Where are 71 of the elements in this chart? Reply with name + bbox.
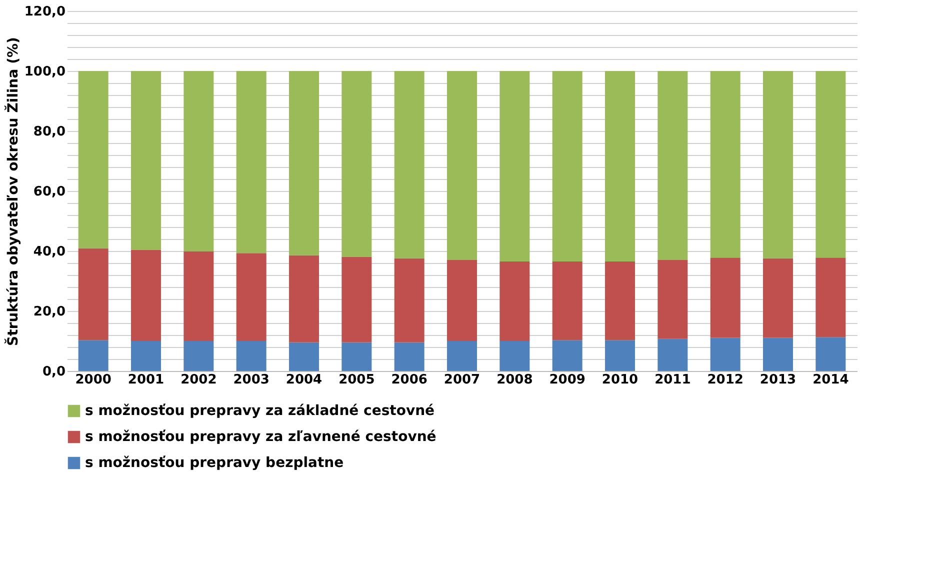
bar xyxy=(605,262,635,340)
bar xyxy=(184,251,214,341)
legend-label: s možnosťou prepravy za zľavnené cestovné xyxy=(85,429,436,445)
x-tick-label: 2000 xyxy=(75,372,112,388)
bar xyxy=(500,71,530,262)
bar xyxy=(236,341,266,371)
y-tick-label: 100,0 xyxy=(24,64,66,80)
bar xyxy=(78,248,108,340)
bar xyxy=(131,250,161,341)
x-tick-label: 2003 xyxy=(233,372,270,388)
bar xyxy=(394,71,424,258)
bar xyxy=(78,71,108,248)
bar xyxy=(816,71,846,258)
bar xyxy=(184,71,214,252)
y-tick-label: 60,0 xyxy=(33,184,66,200)
y-tick-label: 20,0 xyxy=(33,304,66,320)
bar xyxy=(816,337,846,371)
bar xyxy=(289,255,319,342)
bar xyxy=(447,341,477,371)
bar xyxy=(763,258,793,338)
x-tick-label: 2006 xyxy=(391,372,428,388)
y-tick-label: 0,0 xyxy=(42,364,66,380)
bar xyxy=(763,71,793,258)
bar xyxy=(710,71,740,258)
bar xyxy=(447,71,477,260)
y-tick-label: 120,0 xyxy=(24,4,66,20)
x-tick-label: 2009 xyxy=(549,372,586,388)
bar xyxy=(394,342,424,371)
bar xyxy=(289,71,319,256)
bar xyxy=(289,342,319,371)
bar xyxy=(447,260,477,341)
bar xyxy=(500,341,530,371)
bar xyxy=(658,338,688,371)
bar xyxy=(131,71,161,250)
bar xyxy=(605,340,635,371)
x-tick-label: 2012 xyxy=(707,372,744,388)
x-tick-label: 2004 xyxy=(286,372,322,388)
legend-label: s možnosťou prepravy za základné cestovné xyxy=(85,403,435,419)
bar xyxy=(236,71,266,254)
bar xyxy=(605,71,635,262)
y-tick-label: 40,0 xyxy=(33,244,66,260)
bar xyxy=(394,258,424,342)
x-tick-label: 2008 xyxy=(496,372,533,388)
bar xyxy=(552,262,582,340)
x-tick-label: 2002 xyxy=(180,372,217,388)
bar xyxy=(710,258,740,338)
x-tick-label: 2011 xyxy=(654,372,691,388)
bar xyxy=(552,71,582,262)
x-tick-label: 2001 xyxy=(128,372,164,388)
bar xyxy=(500,262,530,341)
x-tick-label: 2014 xyxy=(812,372,849,388)
y-axis-title: Štruktúra obyvateľov okresu Žilina (%) xyxy=(4,37,22,346)
bar xyxy=(763,338,793,371)
bar xyxy=(710,338,740,371)
x-tick-label: 2007 xyxy=(444,372,480,388)
bar xyxy=(236,253,266,341)
bar xyxy=(342,256,372,342)
bar xyxy=(184,341,214,371)
bar xyxy=(342,342,372,371)
bar xyxy=(552,340,582,371)
bar xyxy=(816,258,846,338)
x-tick-label: 2010 xyxy=(602,372,638,388)
x-tick-label: 2005 xyxy=(338,372,375,388)
bar xyxy=(658,260,688,339)
legend-label: s možnosťou prepravy bezplatne xyxy=(85,455,344,471)
bar xyxy=(342,71,372,257)
x-tick-label: 2013 xyxy=(760,372,796,388)
bar xyxy=(658,71,688,260)
bar xyxy=(131,341,161,371)
bar xyxy=(78,340,108,371)
y-tick-label: 80,0 xyxy=(33,124,66,140)
